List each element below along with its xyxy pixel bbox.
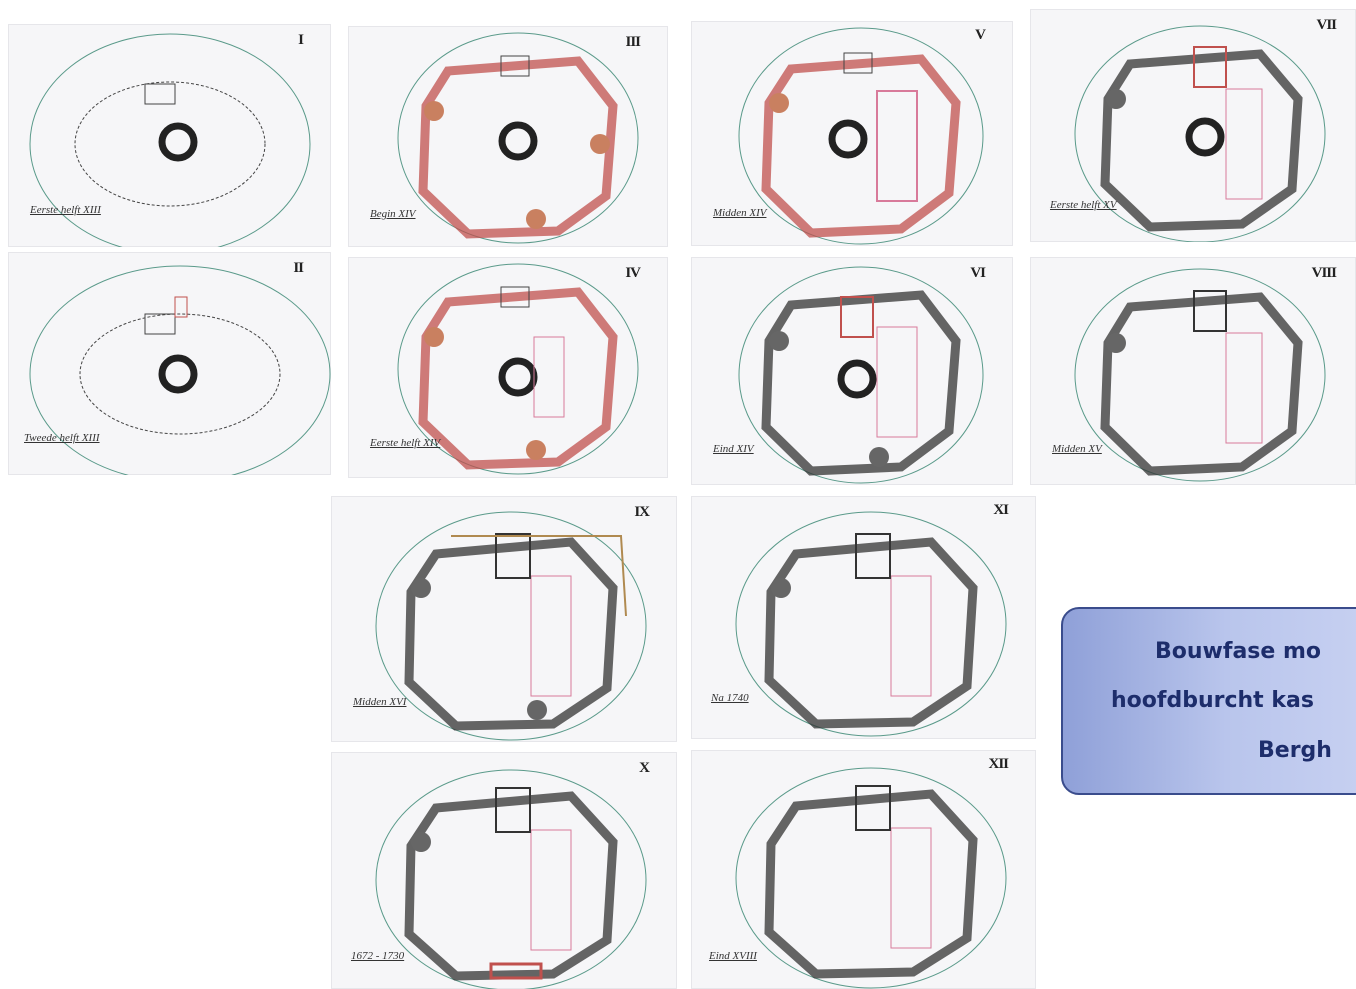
plan-sheet-8: VIII Midden XV (1030, 257, 1356, 485)
plan-sheet-5: V Midden XIV (691, 21, 1013, 246)
floor-plan-4 (397, 263, 639, 475)
phase-caption: Tweede helft XIII (24, 432, 100, 444)
plan-sheet-7: VII Eerste helft XV (1030, 9, 1356, 242)
phase-caption: Midden XVI (353, 696, 407, 708)
phase-number: XI (993, 502, 1009, 518)
floor-plan-7 (1074, 25, 1326, 242)
callout-line-2: hoofdburcht kas (1111, 688, 1314, 713)
floor-plan-12 (735, 767, 1007, 989)
phase-caption: Eind XVIII (709, 950, 757, 962)
floor-plan-2 (29, 265, 331, 475)
phase-caption: Begin XIV (370, 208, 416, 220)
plan-sheet-2: II Tweede helft XIII (8, 252, 331, 475)
floor-plan-6 (738, 266, 984, 484)
floor-plan-9 (375, 511, 647, 741)
floor-plan-10 (375, 769, 647, 989)
phase-caption: 1672 - 1730 (351, 950, 405, 962)
plan-sheet-1: I Eerste helft XIII (8, 24, 331, 247)
phase-number: XII (988, 756, 1008, 772)
phase-number: VI (970, 265, 986, 281)
phase-caption: Midden XV (1052, 443, 1102, 455)
floor-plan-11 (735, 511, 1007, 737)
callout-line-3: Bergh (1258, 738, 1332, 763)
phase-number: III (625, 34, 640, 50)
floor-plan-3 (397, 32, 639, 244)
phase-caption: Eerste helft XIII (30, 204, 101, 216)
plan-sheet-12: XII Eind XVIII (691, 750, 1036, 989)
phase-number: II (293, 260, 304, 276)
phase-caption: Eerste helft XIV (370, 437, 441, 449)
phase-caption: Midden XIV (713, 207, 767, 219)
plan-sheet-9: IX Midden XVI (331, 496, 677, 742)
phase-caption: Eerste helft XV (1050, 199, 1117, 211)
phase-number: VII (1316, 17, 1336, 33)
phase-number: VIII (1311, 265, 1337, 281)
plan-sheet-11: XI Na 1740 (691, 496, 1036, 739)
phase-caption: Eind XIV (713, 443, 754, 455)
floor-plan-5 (738, 27, 984, 245)
plan-sheet-4: IV Eerste helft XIV (348, 257, 668, 478)
phase-number: I (298, 32, 304, 48)
phase-caption: Na 1740 (711, 692, 749, 704)
plan-sheet-6: VI Eind XIV (691, 257, 1013, 485)
floor-plan-1 (29, 33, 311, 247)
phase-number: X (639, 760, 650, 776)
floor-plan-8 (1074, 268, 1326, 482)
plan-sheet-3: III Begin XIV (348, 26, 668, 247)
callout-line-1: Bouwfase mo (1155, 639, 1321, 664)
plan-sheet-10: X 1672 - 1730 (331, 752, 677, 989)
phase-number: IV (625, 265, 641, 281)
phase-number: V (975, 27, 986, 43)
title-callout: Bouwfase mo hoofdburcht kas Bergh (1061, 607, 1356, 795)
phase-number: IX (634, 504, 650, 520)
